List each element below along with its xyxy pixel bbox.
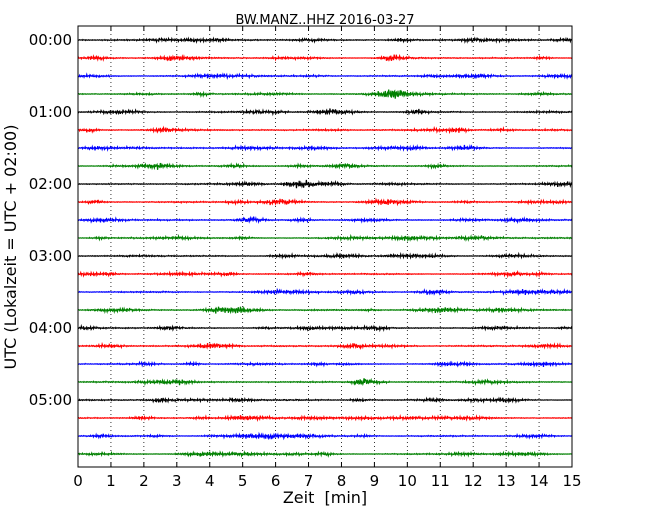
y-tick-label: 02:00 bbox=[29, 175, 72, 193]
trace-line bbox=[77, 323, 573, 333]
x-tick-label: 4 bbox=[205, 472, 215, 490]
x-tick-label: 7 bbox=[304, 472, 314, 490]
trace-line bbox=[77, 72, 573, 81]
x-tick-label: 0 bbox=[73, 472, 83, 490]
trace-line bbox=[77, 108, 573, 117]
trace-line bbox=[77, 269, 573, 279]
plot-area bbox=[78, 26, 572, 467]
plot-frame bbox=[77, 25, 573, 468]
x-tick-label: 14 bbox=[530, 472, 549, 490]
trace-line bbox=[77, 341, 573, 350]
trace-line bbox=[77, 197, 573, 207]
grid-lines bbox=[110, 26, 540, 467]
trace-line bbox=[77, 215, 573, 225]
x-tick-label: 8 bbox=[337, 472, 347, 490]
trace-line bbox=[77, 396, 573, 404]
x-axis-label: Zeit [min] bbox=[283, 488, 367, 507]
x-tick-label: 6 bbox=[271, 472, 281, 490]
x-tick-label: 11 bbox=[431, 472, 450, 490]
trace-line bbox=[77, 53, 573, 62]
trace-line bbox=[77, 233, 573, 243]
x-tick-label: 12 bbox=[464, 472, 483, 490]
y-tick-label: 04:00 bbox=[29, 319, 72, 337]
y-axis-label: UTC (Lokalzeit = UTC + 02:00) bbox=[1, 125, 20, 370]
x-tick-label: 3 bbox=[172, 472, 182, 490]
x-tick-label: 9 bbox=[370, 472, 380, 490]
chart-title: BW.MANZ..HHZ 2016-03-27 bbox=[235, 13, 414, 28]
y-tick-label: 05:00 bbox=[29, 391, 72, 409]
y-tick-label: 01:00 bbox=[29, 103, 72, 121]
x-tick-label: 10 bbox=[398, 472, 417, 490]
trace-line bbox=[77, 450, 573, 459]
trace-line bbox=[77, 125, 573, 135]
x-tick-label: 2 bbox=[139, 472, 149, 490]
trace-line bbox=[77, 306, 573, 315]
trace-line bbox=[77, 179, 573, 189]
trace-line bbox=[77, 414, 573, 423]
seismogram-traces bbox=[77, 36, 573, 459]
x-tick-label: 5 bbox=[238, 472, 248, 490]
trace-line bbox=[77, 360, 573, 368]
y-tick-label: 00:00 bbox=[29, 31, 72, 49]
trace-line bbox=[77, 377, 573, 387]
trace-line bbox=[77, 287, 573, 297]
x-tick-label: 1 bbox=[106, 472, 116, 490]
trace-line bbox=[77, 36, 573, 45]
x-tick-label: 15 bbox=[562, 472, 581, 490]
trace-line bbox=[77, 431, 573, 441]
y-tick-label: 03:00 bbox=[29, 247, 72, 265]
trace-line bbox=[77, 89, 573, 99]
y-axis-ticks: 00:00 01:00 02:00 03:00 04:00 05:00 bbox=[29, 31, 572, 409]
x-tick-label: 13 bbox=[497, 472, 516, 490]
trace-line bbox=[77, 251, 573, 260]
trace-line bbox=[77, 162, 573, 171]
trace-line bbox=[77, 143, 573, 152]
x-axis-ticks: 0 1 2 3 4 5 6 7 8 9 10 11 12 13 14 15 bbox=[73, 26, 582, 490]
